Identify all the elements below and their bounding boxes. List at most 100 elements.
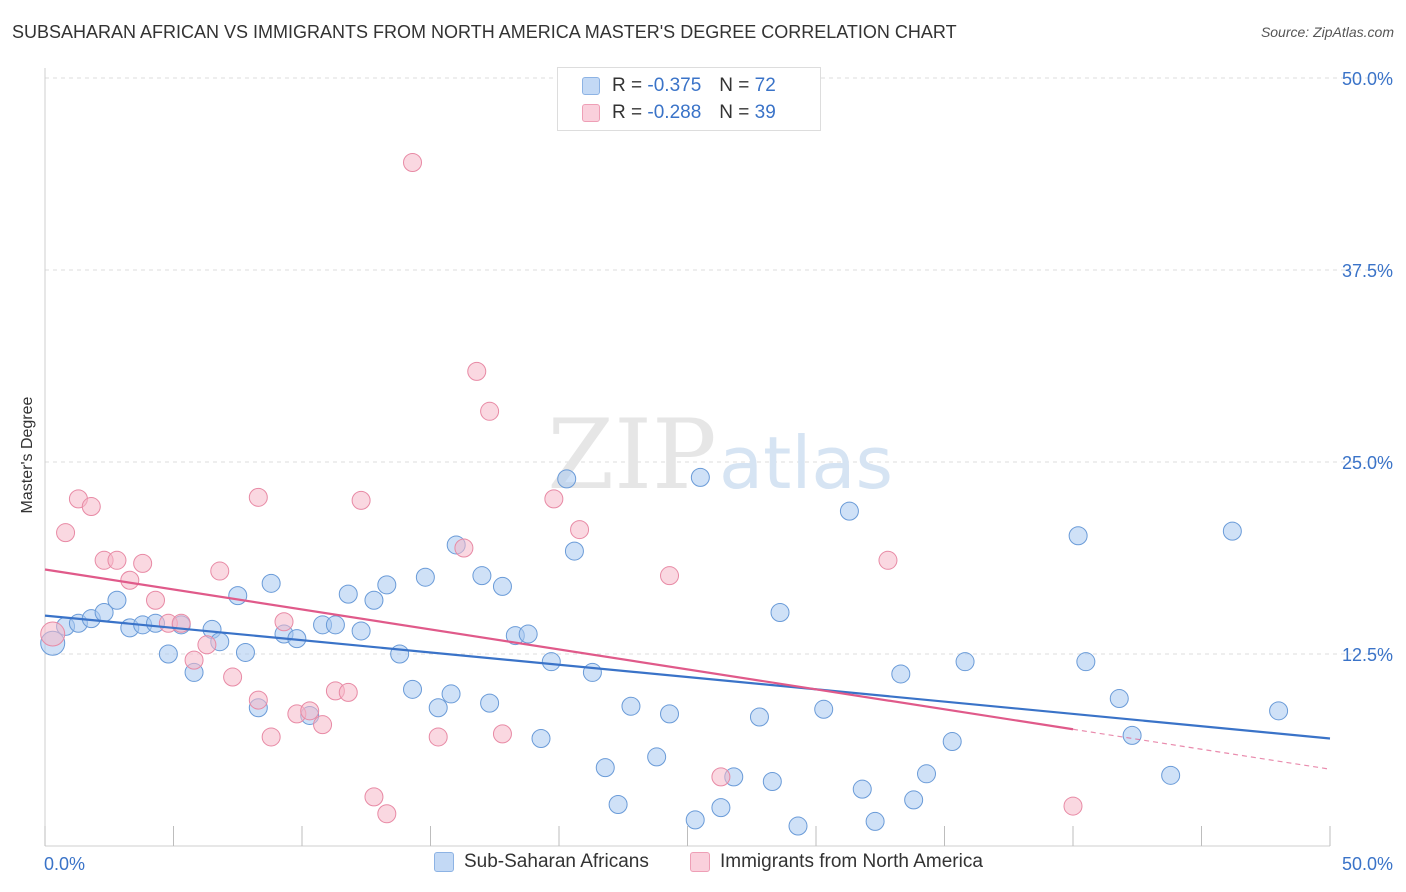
point-north-america	[878, 550, 898, 570]
point-north-america	[223, 667, 243, 687]
point-north-america	[40, 621, 66, 647]
legend-r-label: R =	[612, 102, 643, 123]
point-subsaharan	[228, 586, 248, 606]
data-points	[40, 152, 1289, 836]
point-subsaharan	[660, 704, 680, 724]
point-subsaharan	[1222, 521, 1242, 541]
chart-title: SUBSAHARAN AFRICAN VS IMMIGRANTS FROM NO…	[12, 22, 957, 42]
y-axis-label: Master's Degree	[19, 396, 36, 514]
point-north-america	[133, 553, 153, 573]
legend-swatch-north-america	[582, 104, 600, 122]
point-subsaharan	[1068, 526, 1088, 546]
legend-swatch-subsaharan	[434, 852, 454, 872]
point-north-america	[467, 361, 487, 381]
point-subsaharan	[1122, 725, 1142, 745]
legend-n-label: N =	[719, 102, 750, 123]
point-north-america	[248, 690, 268, 710]
point-subsaharan	[338, 584, 358, 604]
legend-r-label: R =	[612, 75, 643, 96]
point-north-america	[351, 490, 371, 510]
legend-n-label: N =	[719, 75, 750, 96]
point-north-america	[1063, 796, 1083, 816]
point-subsaharan	[557, 469, 577, 489]
point-subsaharan	[788, 816, 808, 836]
axes	[44, 68, 1331, 847]
point-subsaharan	[518, 624, 538, 644]
point-north-america	[364, 787, 384, 807]
point-subsaharan	[839, 501, 859, 521]
point-subsaharan	[582, 662, 602, 682]
point-subsaharan	[377, 575, 397, 595]
point-subsaharan	[942, 732, 962, 752]
point-subsaharan	[865, 811, 885, 831]
point-subsaharan	[403, 679, 423, 699]
point-north-america	[338, 682, 358, 702]
legend-n-value: 72	[754, 75, 776, 96]
point-subsaharan	[1109, 689, 1129, 709]
point-subsaharan	[1161, 765, 1181, 785]
point-north-america	[146, 590, 166, 610]
point-north-america	[377, 804, 397, 824]
legend-label-subsaharan: Sub-Saharan Africans	[464, 851, 649, 872]
point-subsaharan	[647, 747, 667, 767]
point-subsaharan	[235, 642, 255, 662]
point-north-america	[81, 497, 101, 517]
point-subsaharan	[685, 810, 705, 830]
trend-line-subsaharan	[44, 614, 1331, 740]
trend-line-north-america	[44, 568, 1074, 731]
point-subsaharan	[415, 567, 435, 587]
y-tick-label: 50.0%	[1342, 69, 1393, 89]
point-subsaharan	[814, 699, 834, 719]
point-subsaharan	[325, 615, 345, 635]
point-subsaharan	[852, 779, 872, 799]
point-north-america	[210, 561, 230, 581]
x-tick-label: 0.0%	[44, 854, 85, 874]
legend-r-value: -0.375	[647, 75, 702, 96]
point-subsaharan	[595, 758, 615, 778]
trend-line-north-america-extension	[1072, 728, 1331, 770]
point-subsaharan	[690, 467, 710, 487]
point-north-america	[261, 727, 281, 747]
point-subsaharan	[749, 707, 769, 727]
point-north-america	[313, 715, 333, 735]
point-subsaharan	[564, 541, 584, 561]
point-subsaharan	[364, 590, 384, 610]
point-north-america	[248, 487, 268, 507]
point-subsaharan	[441, 684, 461, 704]
point-subsaharan	[480, 693, 500, 713]
y-tick-label: 25.0%	[1342, 453, 1393, 473]
watermark-atlas: atlas	[719, 421, 893, 505]
point-north-america	[56, 523, 76, 543]
point-north-america	[197, 635, 217, 655]
point-north-america	[570, 520, 590, 540]
legend-r-value: -0.288	[647, 102, 702, 123]
y-tick-label: 37.5%	[1342, 261, 1393, 281]
point-north-america	[428, 727, 448, 747]
point-north-america	[274, 612, 294, 632]
point-subsaharan	[158, 644, 178, 664]
point-subsaharan	[107, 590, 127, 610]
point-north-america	[184, 650, 204, 670]
point-north-america	[660, 566, 680, 586]
point-north-america	[480, 401, 500, 421]
y-tick-label: 12.5%	[1342, 645, 1393, 665]
legend-item-north-america[interactable]: Immigrants from North America	[690, 851, 983, 873]
point-north-america	[492, 724, 512, 744]
point-subsaharan	[762, 771, 782, 791]
point-subsaharan	[904, 790, 924, 810]
legend-row-north-america: R = -0.288 N = 39	[582, 100, 776, 126]
legend-item-subsaharan[interactable]: Sub-Saharan Africans	[434, 851, 649, 873]
legend-label-north-america: Immigrants from North America	[720, 851, 983, 872]
point-north-america	[120, 570, 140, 590]
point-subsaharan	[492, 576, 512, 596]
point-subsaharan	[261, 573, 281, 593]
point-north-america	[300, 701, 320, 721]
point-subsaharan	[351, 621, 371, 641]
legend-swatch-subsaharan	[582, 77, 600, 95]
point-subsaharan	[711, 798, 731, 818]
legend-n-value: 39	[754, 102, 776, 123]
point-subsaharan	[891, 664, 911, 684]
point-subsaharan	[1076, 652, 1096, 672]
point-subsaharan	[531, 728, 551, 748]
x-tick-label: 50.0%	[1342, 854, 1393, 874]
